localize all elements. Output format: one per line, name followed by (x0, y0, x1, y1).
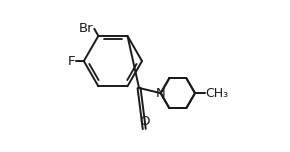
Text: F: F (67, 55, 75, 68)
Text: O: O (139, 115, 150, 128)
Text: N: N (156, 87, 166, 100)
Text: Br: Br (79, 22, 93, 35)
Text: CH₃: CH₃ (205, 87, 228, 100)
